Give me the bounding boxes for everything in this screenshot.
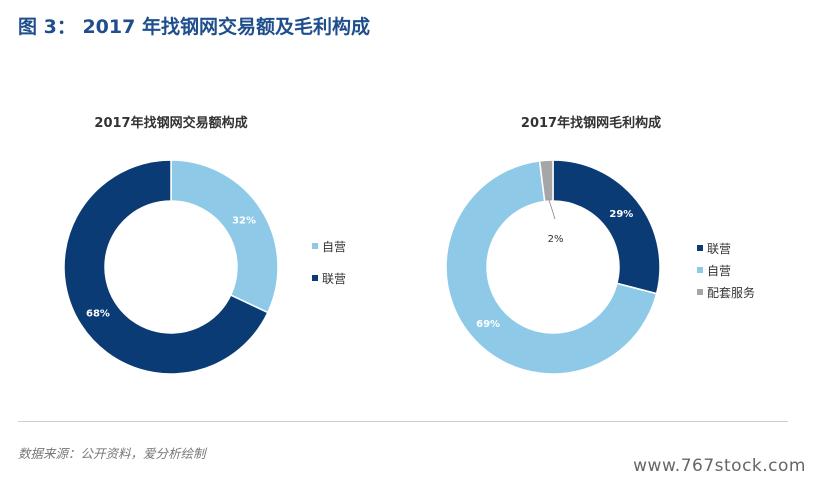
slice-label-联营: 68%: [86, 308, 110, 319]
chart-1-legend: 自营 联营: [312, 236, 346, 300]
legend-swatch: [312, 243, 318, 249]
slice-配套服务: [538, 159, 554, 203]
legend-swatch: [697, 267, 703, 273]
slice-联营: [63, 159, 269, 375]
source-note: 数据来源：公开资料，爱分析绘制: [18, 446, 206, 461]
chart-1-title: 2017年找钢网交易额构成: [94, 116, 248, 131]
legend-item-ziying: 自营: [697, 260, 755, 280]
legend-item-lianying: 联营: [697, 238, 755, 258]
legend-swatch: [312, 275, 318, 281]
legend-swatch: [697, 245, 703, 251]
slice-label-联营: 29%: [609, 209, 633, 220]
slice-label-自营: 69%: [476, 319, 500, 330]
watermark: www.767stock.com: [633, 456, 806, 476]
slice-自营: [445, 160, 658, 375]
legend-label: 联营: [707, 241, 732, 256]
legend-item-peitao: 配套服务: [697, 282, 755, 302]
divider-line: [18, 421, 788, 422]
slice-label-自营: 32%: [232, 216, 256, 227]
chart-2-legend: 联营 自营 配套服务: [697, 238, 755, 304]
leader-line: [548, 199, 556, 220]
slice-联营: [552, 159, 661, 295]
legend-item-lianying: 联营: [312, 268, 346, 288]
slice-label-配套服务: 2%: [548, 234, 564, 245]
legend-swatch: [697, 289, 703, 295]
figure-title: 图 3： 2017 年找钢网交易额及毛利构成: [18, 16, 370, 38]
slice-自营: [170, 159, 279, 314]
legend-label: 配套服务: [707, 285, 756, 300]
legend-label: 联营: [322, 271, 347, 286]
chart-2-title: 2017年找钢网毛利构成: [520, 116, 662, 131]
legend-item-ziying: 自营: [312, 236, 346, 256]
legend-label: 自营: [707, 263, 732, 278]
legend-label: 自营: [322, 239, 347, 254]
